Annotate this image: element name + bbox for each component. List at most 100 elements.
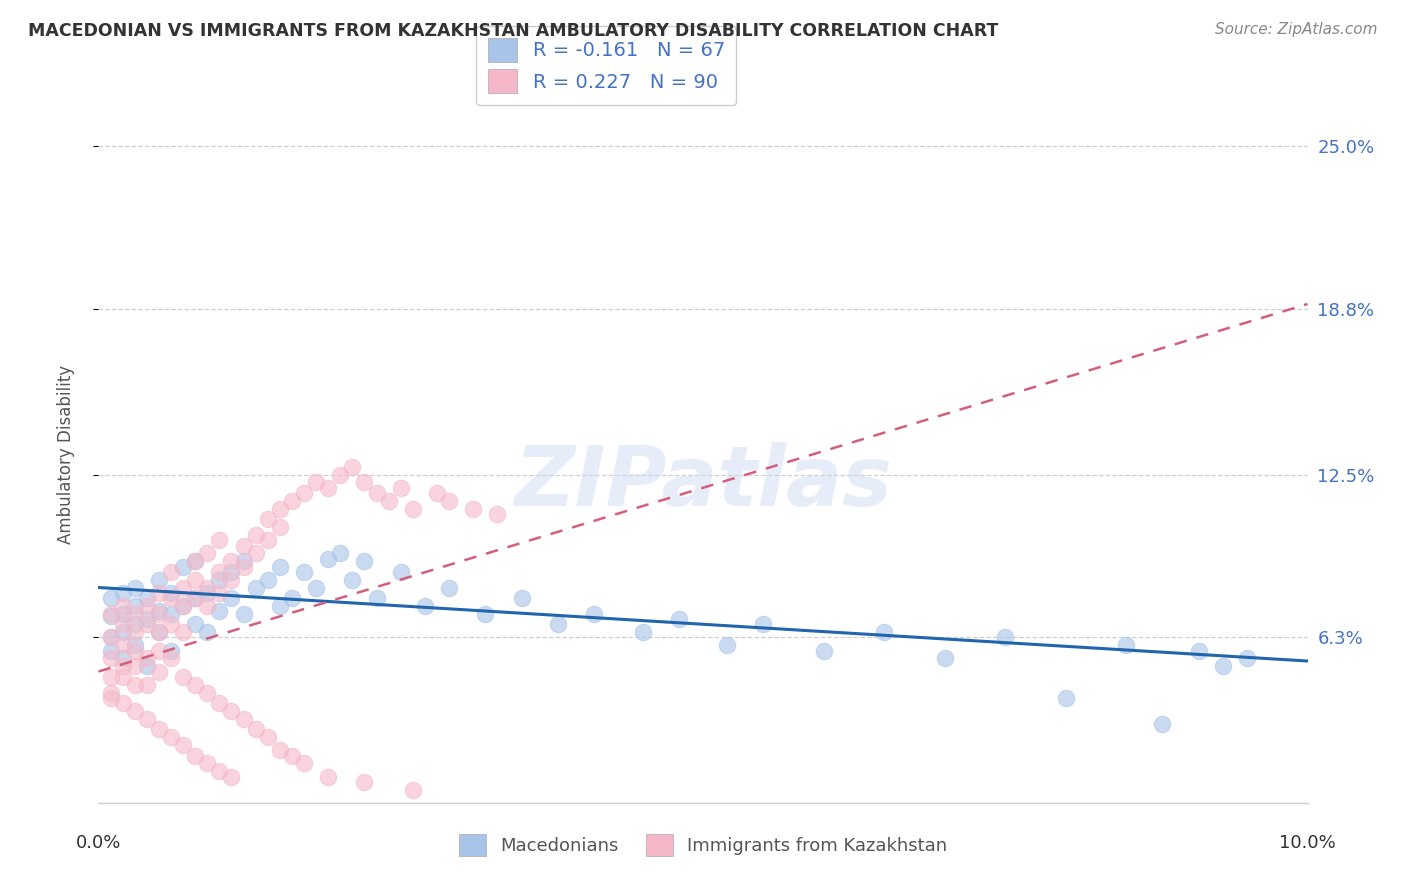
Point — [172, 599, 194, 613]
Point — [281, 748, 304, 763]
Point — [172, 581, 194, 595]
Point — [934, 651, 956, 665]
Point — [389, 481, 412, 495]
Point — [232, 712, 254, 726]
Point — [305, 581, 328, 595]
Point — [172, 625, 194, 640]
Point — [100, 609, 122, 624]
Text: ZIPatlas: ZIPatlas — [515, 442, 891, 524]
Text: 0.0%: 0.0% — [76, 834, 121, 853]
Point — [148, 723, 170, 737]
Point — [111, 599, 134, 613]
Point — [221, 554, 243, 568]
Point — [160, 607, 183, 621]
Point — [111, 670, 134, 684]
Point — [135, 612, 157, 626]
Point — [269, 743, 291, 757]
Point — [195, 581, 218, 595]
Point — [208, 586, 231, 600]
Point — [716, 638, 738, 652]
Point — [124, 704, 146, 718]
Point — [111, 651, 134, 665]
Point — [124, 607, 146, 621]
Point — [221, 704, 243, 718]
Point — [135, 617, 157, 632]
Legend: Macedonians, Immigrants from Kazakhstan: Macedonians, Immigrants from Kazakhstan — [451, 827, 955, 863]
Text: 10.0%: 10.0% — [1279, 834, 1336, 853]
Point — [232, 607, 254, 621]
Point — [366, 486, 388, 500]
Point — [329, 467, 352, 482]
Point — [172, 599, 194, 613]
Point — [232, 554, 254, 568]
Point — [292, 756, 315, 771]
Point — [135, 659, 157, 673]
Point — [184, 573, 207, 587]
Point — [631, 625, 654, 640]
Point — [160, 565, 183, 579]
Point — [1236, 651, 1258, 665]
Point — [221, 573, 243, 587]
Point — [135, 651, 157, 665]
Point — [208, 533, 231, 548]
Point — [148, 665, 170, 679]
Point — [172, 559, 194, 574]
Point — [160, 591, 183, 605]
Point — [426, 486, 449, 500]
Point — [100, 685, 122, 699]
Point — [402, 501, 425, 516]
Point — [269, 599, 291, 613]
Point — [353, 475, 375, 490]
Point — [269, 501, 291, 516]
Point — [208, 696, 231, 710]
Point — [135, 678, 157, 692]
Point — [256, 533, 278, 548]
Point — [160, 651, 183, 665]
Point — [208, 573, 231, 587]
Point — [389, 565, 412, 579]
Point — [463, 501, 485, 516]
Point — [510, 591, 533, 605]
Point — [269, 520, 291, 534]
Point — [474, 607, 496, 621]
Point — [100, 670, 122, 684]
Point — [111, 659, 134, 673]
Point — [184, 591, 207, 605]
Point — [135, 712, 157, 726]
Point — [100, 643, 122, 657]
Point — [100, 631, 122, 645]
Point — [402, 782, 425, 797]
Point — [100, 651, 122, 665]
Point — [232, 539, 254, 553]
Point — [413, 599, 436, 613]
Point — [547, 617, 569, 632]
Point — [111, 696, 134, 710]
Point — [1115, 638, 1137, 652]
Point — [316, 770, 339, 784]
Point — [353, 554, 375, 568]
Point — [281, 494, 304, 508]
Point — [135, 591, 157, 605]
Point — [124, 581, 146, 595]
Point — [377, 494, 399, 508]
Point — [172, 670, 194, 684]
Point — [245, 546, 267, 560]
Point — [195, 586, 218, 600]
Point — [256, 573, 278, 587]
Point — [583, 607, 606, 621]
Point — [752, 617, 775, 632]
Point — [195, 685, 218, 699]
Point — [148, 643, 170, 657]
Point — [245, 723, 267, 737]
Point — [342, 573, 364, 587]
Point — [124, 659, 146, 673]
Point — [668, 612, 690, 626]
Point — [437, 581, 460, 595]
Point — [1054, 690, 1077, 705]
Point — [148, 625, 170, 640]
Point — [232, 559, 254, 574]
Point — [184, 617, 207, 632]
Point — [111, 607, 134, 621]
Text: Source: ZipAtlas.com: Source: ZipAtlas.com — [1215, 22, 1378, 37]
Point — [221, 565, 243, 579]
